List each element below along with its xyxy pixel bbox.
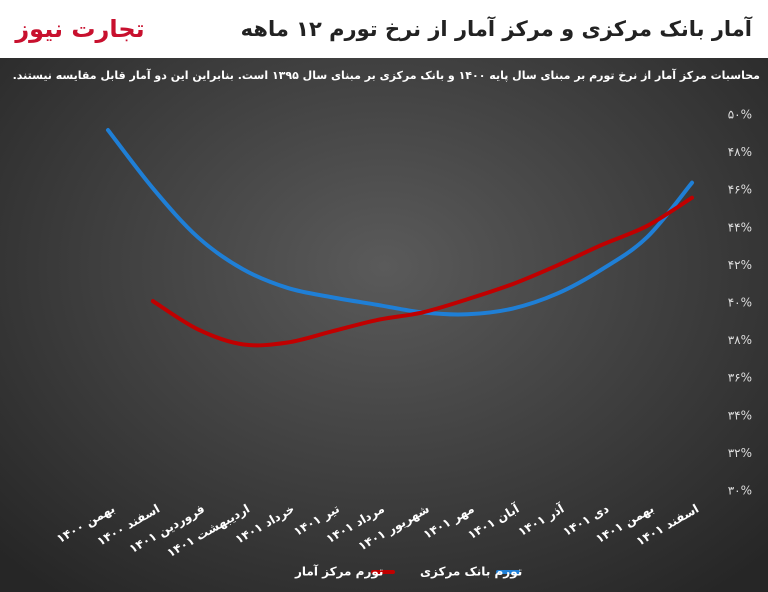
y-tick-label: ۴۲%	[728, 258, 752, 272]
y-tick-label: ۳۶%	[728, 371, 752, 385]
legend-label: تورم بانک مرکزی	[420, 565, 522, 580]
chart-title: آمار بانک مرکزی و مرکز آمار از نرخ تورم …	[241, 16, 753, 41]
logo: تجارت نیوز	[14, 15, 144, 43]
series-line	[106, 128, 694, 317]
header	[0, 0, 768, 58]
y-tick-label: ۴۸%	[728, 145, 752, 159]
y-tick-label: ۳۲%	[728, 446, 752, 460]
y-tick-label: ۵۰%	[728, 108, 752, 122]
y-tick-label: ۳۸%	[728, 333, 752, 347]
y-tick-label: ۳۴%	[728, 408, 752, 422]
legend-label: تورم مرکز آمار	[294, 564, 383, 580]
y-tick-label: ۴۶%	[728, 183, 752, 197]
subtitle: محاسبات مرکز آمار از نرخ تورم بر مبنای س…	[13, 68, 760, 82]
series-line	[150, 195, 694, 348]
y-tick-label: ۴۰%	[728, 296, 752, 310]
y-tick-label: ۳۰%	[728, 484, 752, 498]
y-tick-label: ۴۴%	[728, 220, 752, 234]
